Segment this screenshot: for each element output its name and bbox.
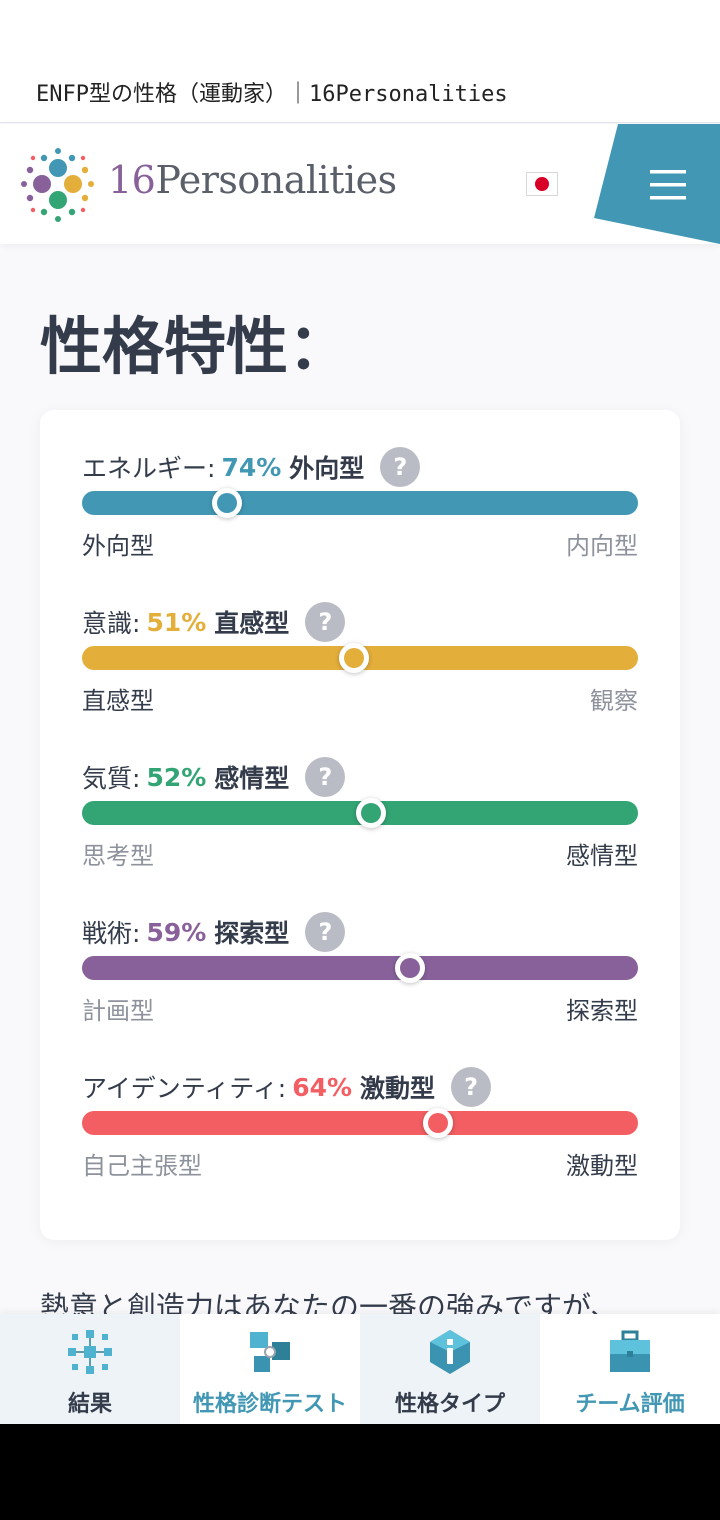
trait-slider-knob [211,488,242,518]
trait-ends: 計画型 探索型 [82,991,638,1025]
trait-dominant-side: 感情型 [214,764,290,793]
test-puzzle-icon [246,1328,294,1376]
trait-label: 意識: [82,609,141,638]
briefcase-icon [606,1328,654,1376]
trait-left-label: 思考型 [82,842,154,870]
trait-dominant-side: 探索型 [214,919,290,948]
logo-icon[interactable] [18,146,98,226]
trait-label-row: エネルギー: 74% 外向型? [82,446,421,488]
trait-left-label: 直感型 [82,687,154,715]
trait-label: 戦術: [82,919,141,948]
brand-text: Personalities [155,158,397,202]
trait-slider-knob [395,953,426,983]
brand-name[interactable]: 16Personalities [108,158,397,202]
info-gem-icon [426,1328,474,1376]
trait-dominant-side: 激動型 [360,1074,436,1103]
page-viewport: ENFP型の性格（運動家）｜16Personalities [0,0,720,1424]
menu-button[interactable] [594,124,720,244]
trait-slider-knob [356,798,387,828]
help-icon[interactable]: ? [305,757,346,797]
trait-left-label: 外向型 [82,532,154,560]
trait-dominant-side: 外向型 [289,454,365,483]
help-icon[interactable]: ? [451,1067,492,1107]
trait-right-label: 探索型 [566,997,638,1025]
trait-label-row: 戦術: 59% 探索型? [82,911,346,953]
trait-percent: 51% [146,607,207,637]
trait-row: エネルギー: 74% 外向型? 外向型 内向型 [82,446,638,576]
trait-ends: 自己主張型 激動型 [82,1146,638,1180]
nav-results[interactable]: 結果 [0,1314,180,1424]
trait-ends: 直感型 観察 [82,681,638,715]
trait-percent: 52% [146,762,207,792]
trait-bar [82,956,638,980]
trait-left-label: 計画型 [82,997,154,1025]
trait-percent: 74% [221,452,282,482]
page-title: ENFP型の性格（運動家）｜16Personalities [36,82,508,107]
site-header: 16Personalities [0,124,720,244]
nav-test[interactable]: 性格診断テスト [180,1314,360,1424]
trait-row: 意識: 51% 直感型? 直感型 観察 [82,601,638,731]
trait-row: アイデンティティ: 64% 激動型? 自己主張型 激動型 [82,1066,638,1196]
nav-results-label: 結果 [67,1392,112,1417]
trait-ends: 思考型 感情型 [82,836,638,870]
brand-number: 16 [108,158,156,202]
trait-label-row: アイデンティティ: 64% 激動型? [82,1066,492,1108]
trait-ends: 外向型 内向型 [82,526,638,560]
trait-slider-knob [422,1108,453,1138]
trait-row: 戦術: 59% 探索型? 計画型 探索型 [82,911,638,1041]
trait-label: アイデンティティ: [82,1074,287,1103]
trait-label-row: 気質: 52% 感情型? [82,756,346,798]
help-icon[interactable]: ? [305,602,346,642]
traits-card: エネルギー: 74% 外向型? 外向型 内向型 意識: 51% 直感型? 直感型 観察 気質: 52%… [40,410,680,1240]
nav-test-label: 性格診断テスト [192,1392,347,1417]
trait-left-label: 自己主張型 [82,1152,202,1180]
trait-bar [82,491,638,515]
cubes-icon [66,1328,114,1376]
nav-types-label: 性格タイプ [394,1392,505,1417]
trait-label-row: 意識: 51% 直感型? [82,601,346,643]
section-heading: 性格特性： [40,310,351,383]
trait-right-label: 感情型 [566,842,638,870]
trait-slider-knob [339,643,370,673]
trait-percent: 59% [146,917,207,947]
flag-sun [535,177,549,191]
hamburger-icon [650,170,686,200]
trait-row: 気質: 52% 感情型? 思考型 感情型 [82,756,638,886]
help-icon[interactable]: ? [380,447,421,487]
trait-right-label: 観察 [590,687,638,715]
nav-types[interactable]: 性格タイプ [360,1314,540,1424]
page-title-bar: ENFP型の性格（運動家）｜16Personalities [0,0,720,123]
nav-teams-label: チーム評価 [575,1392,685,1417]
trait-label: エネルギー: [82,454,216,483]
bottom-navigation: 結果 性格診断テスト 性格タイプ [0,1314,720,1424]
help-icon[interactable]: ? [305,912,346,952]
trait-right-label: 内向型 [566,532,638,560]
trait-bar [82,1111,638,1135]
japan-flag-icon[interactable] [526,172,558,196]
trait-label: 気質: [82,764,141,793]
trait-percent: 64% [292,1072,353,1102]
trait-right-label: 激動型 [566,1152,638,1180]
trait-dominant-side: 直感型 [214,609,290,638]
nav-teams[interactable]: チーム評価 [540,1314,720,1424]
